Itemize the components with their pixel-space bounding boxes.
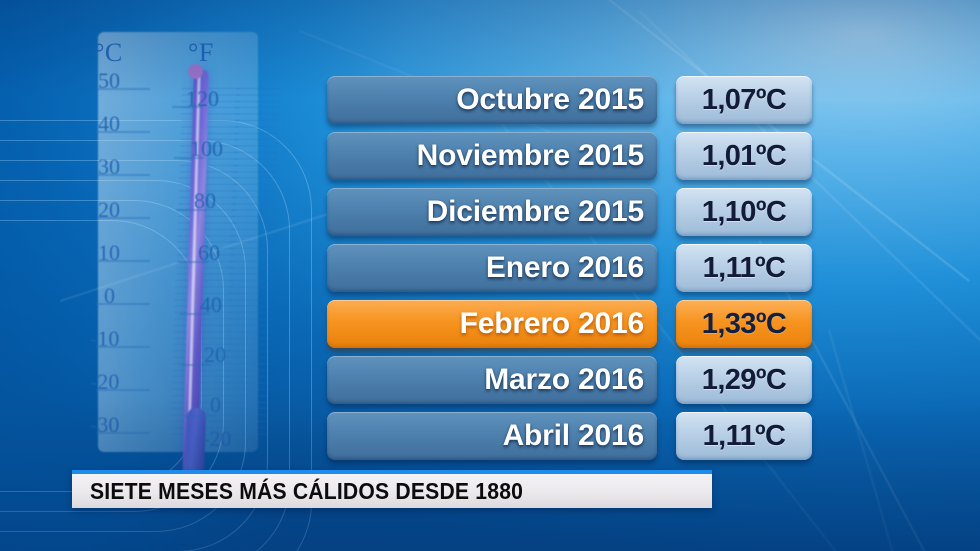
thermometer-celsius-scale: °C 50 40 30 20 10 0 -10 -20 -30 <box>90 26 156 476</box>
thermometer-plate <box>98 32 258 452</box>
celsius-tick: -10 <box>90 326 119 352</box>
month-ranking-table: Octubre 2015 1,07ºC Noviembre 2015 1,01ºC Di… <box>327 76 813 468</box>
temperature-value-text: 1,01ºC <box>701 139 787 172</box>
table-row: Diciembre 2015 1,10ºC <box>327 188 813 236</box>
celsius-tick-line <box>96 88 150 90</box>
celsius-tick: 40 <box>98 111 120 137</box>
celsius-tick-line <box>96 389 150 391</box>
fahrenheit-tick: 0 <box>210 392 221 418</box>
temperature-value-text: 1,07ºC <box>701 83 787 116</box>
temperature-value-chip: 1,29ºC <box>676 356 812 404</box>
thermometer-fahrenheit-scale: °F 120 100 80 60 40 20 0 -20 <box>168 26 231 476</box>
headline-text: SIETE MESES MÁS CÁLIDOS DESDE 1880 <box>90 477 524 504</box>
celsius-unit-label: °C <box>94 38 156 68</box>
celsius-tick-line <box>96 303 150 305</box>
celsius-tick: -20 <box>90 369 119 395</box>
table-row: Octubre 2015 1,07ºC <box>327 76 813 124</box>
month-label-text: Abril 2016 <box>502 419 645 452</box>
celsius-tick-line <box>96 432 150 434</box>
month-label-bar: Abril 2016 <box>327 412 657 460</box>
celsius-tick: 30 <box>98 154 120 180</box>
fahrenheit-tick-line <box>172 106 202 108</box>
month-label-bar: Marzo 2016 <box>327 356 657 404</box>
fahrenheit-tick-line <box>178 261 208 263</box>
fahrenheit-tick: 20 <box>204 342 226 368</box>
fahrenheit-tick-line <box>180 313 210 315</box>
celsius-tick-line <box>96 174 150 176</box>
temperature-value-chip: 1,10ºC <box>676 188 812 236</box>
table-row: Abril 2016 1,11ºC <box>327 412 813 460</box>
temperature-value-text: 1,10ºC <box>701 195 787 228</box>
table-row: Marzo 2016 1,29ºC <box>327 356 813 404</box>
table-row: Febrero 2016 1,33ºC <box>327 300 813 348</box>
month-label-text: Enero 2016 <box>485 251 644 284</box>
lower-third-banner: SIETE MESES MÁS CÁLIDOS DESDE 1880 <box>72 470 712 508</box>
thermometer-illustration: °C 50 40 30 20 10 0 -10 -20 -30 °F 120 1… <box>80 26 281 491</box>
temperature-value-text: 1,11ºC <box>702 251 786 284</box>
temperature-value-text: 1,29ºC <box>701 363 787 396</box>
fahrenheit-tick: -20 <box>202 426 231 452</box>
temperature-value-chip: 1,11ºC <box>676 244 812 292</box>
fahrenheit-tick: 100 <box>190 136 223 162</box>
month-label-text: Diciembre 2015 <box>426 195 645 228</box>
month-label-bar: Octubre 2015 <box>327 76 657 124</box>
fahrenheit-unit-label: °F <box>188 38 250 68</box>
celsius-tick: 50 <box>98 68 120 94</box>
fahrenheit-tick: 120 <box>186 86 219 112</box>
fahrenheit-tick: 40 <box>200 292 222 318</box>
celsius-tick-line <box>96 131 150 133</box>
month-label-bar: Febrero 2016 <box>327 300 657 348</box>
table-row: Noviembre 2015 1,01ºC <box>327 132 813 180</box>
fahrenheit-tick: 60 <box>198 240 220 266</box>
temperature-value-text: 1,11ºC <box>702 419 786 452</box>
month-label-text: Marzo 2016 <box>484 363 644 396</box>
temperature-value-text: 1,33ºC <box>701 307 787 340</box>
celsius-tick-line <box>96 260 150 262</box>
fahrenheit-tick-line <box>182 364 212 366</box>
month-label-bar: Enero 2016 <box>327 244 657 292</box>
fahrenheit-tick-line <box>174 157 204 159</box>
table-row: Enero 2016 1,11ºC <box>327 244 813 292</box>
temperature-value-chip: 1,33ºC <box>676 300 812 348</box>
celsius-tick-line <box>96 346 150 348</box>
month-label-bar: Diciembre 2015 <box>327 188 657 236</box>
temperature-value-chip: 1,07ºC <box>676 76 812 124</box>
month-label-bar: Noviembre 2015 <box>327 132 657 180</box>
month-label-text: Noviembre 2015 <box>416 139 645 172</box>
fahrenheit-tick: 80 <box>194 188 216 214</box>
celsius-tick: 20 <box>98 197 120 223</box>
month-label-text: Octubre 2015 <box>456 83 644 116</box>
celsius-tick: 0 <box>104 283 115 309</box>
celsius-tick: 10 <box>98 240 120 266</box>
celsius-tick: -30 <box>90 412 119 438</box>
fahrenheit-tick-line <box>176 209 206 211</box>
temperature-value-chip: 1,01ºC <box>676 132 812 180</box>
temperature-value-chip: 1,11ºC <box>676 412 812 460</box>
celsius-tick-line <box>96 217 150 219</box>
fahrenheit-tick-line <box>184 415 214 417</box>
month-label-text: Febrero 2016 <box>459 307 645 340</box>
